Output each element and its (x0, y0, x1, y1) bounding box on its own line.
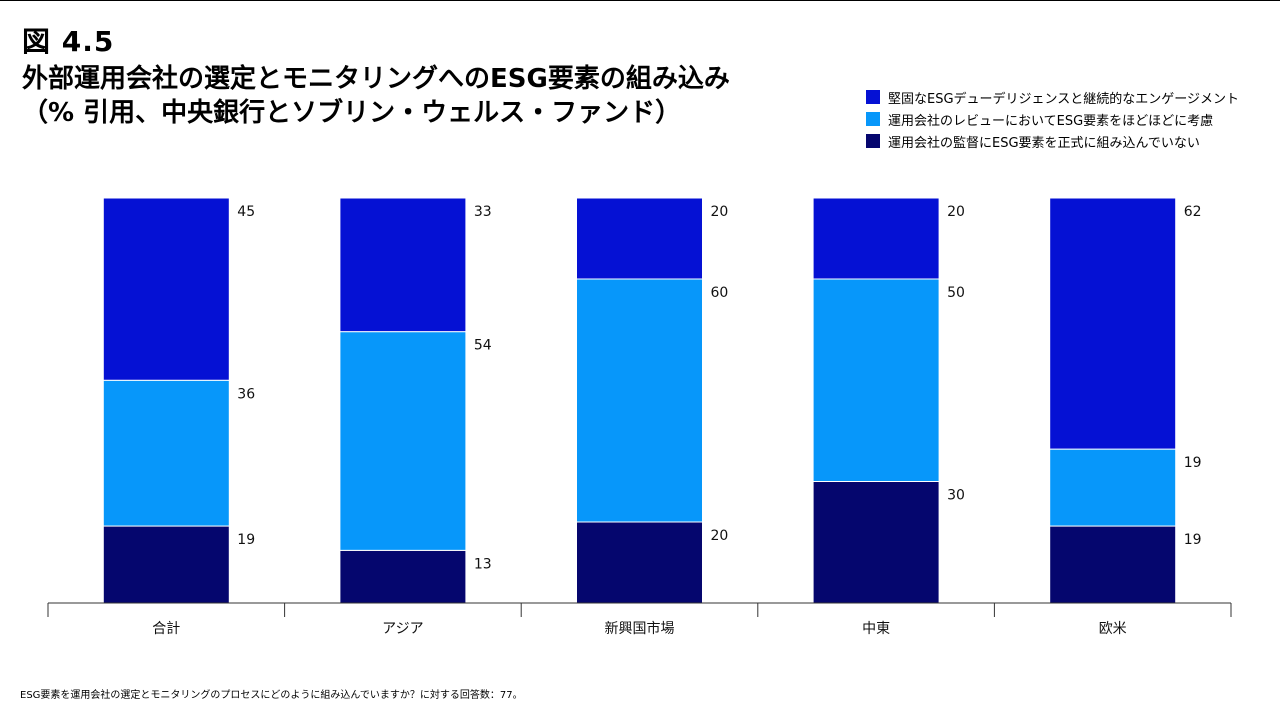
bar-segment (102, 379, 230, 527)
legend-swatch (866, 90, 880, 104)
bar-segment (339, 549, 467, 604)
x-tick-label: 合計 (152, 621, 180, 637)
bar-segment (812, 197, 940, 280)
figure-label: 図 4.5 (22, 25, 115, 58)
legend: 堅固なESGデューデリジェンスと継続的なエンゲージメント 運用会社のレビューにお… (866, 86, 1239, 152)
legend-label: 堅固なESGデューデリジェンスと継続的なエンゲージメント (888, 91, 1240, 107)
data-label: 20 (947, 204, 965, 220)
data-label: 60 (711, 285, 729, 301)
bar-segment (339, 197, 467, 333)
data-label: 45 (237, 204, 255, 220)
data-label: 19 (1184, 532, 1202, 548)
data-label: 13 (474, 556, 492, 572)
x-tick-label: 中東 (862, 621, 890, 637)
chart-title: 外部運用会社の選定とモニタリングへのESG要素の組み込み （% 引用、中央銀行と… (22, 62, 730, 130)
bar-segment (812, 278, 940, 482)
data-label: 19 (237, 532, 255, 548)
bar-segment (102, 525, 230, 604)
bar-segment (576, 521, 703, 604)
bar-segment (576, 278, 703, 523)
data-label: 50 (947, 285, 965, 301)
bar-segment (1049, 448, 1177, 527)
bar-segment (102, 197, 230, 381)
legend-label: 運用会社の監督にESG要素を正式に組み込んでいない (888, 135, 1200, 151)
x-tick-label: 新興国市場 (605, 620, 675, 637)
bar-segment (1049, 197, 1177, 450)
footnote: ESG要素を運用会社の選定とモニタリングのプロセスにどのように組み込んでいますか… (20, 690, 523, 701)
data-label: 33 (474, 204, 492, 220)
data-label: 54 (474, 338, 492, 354)
bar-segment (339, 331, 467, 551)
bar-segment (812, 481, 940, 604)
data-label: 20 (711, 204, 729, 220)
data-label: 20 (711, 528, 729, 544)
chart-title-line-2: （% 引用、中央銀行とソブリン・ウェルス・ファンド） (22, 98, 682, 128)
top-rule (0, 0, 1280, 1)
bar-segment (576, 197, 703, 280)
legend-item-robust: 堅固なESGデューデリジェンスと継続的なエンゲージメント (866, 86, 1239, 108)
data-label: 30 (947, 488, 965, 504)
legend-label: 運用会社のレビューにおいてESG要素をほどほどに考慮 (888, 113, 1214, 129)
data-label: 36 (237, 386, 255, 402)
data-label: 19 (1184, 455, 1202, 471)
x-tick-label: アジア (382, 621, 423, 637)
bar-segment (1049, 525, 1177, 604)
data-label: 62 (1184, 204, 1202, 220)
chart-title-line-1: 外部運用会社の選定とモニタリングへのESG要素の組み込み (22, 64, 730, 94)
x-tick-label: 欧米 (1099, 621, 1127, 637)
legend-swatch (866, 112, 880, 126)
legend-item-moderate: 運用会社のレビューにおいてESG要素をほどほどに考慮 (866, 108, 1239, 130)
legend-item-none: 運用会社の監督にESG要素を正式に組み込んでいない (866, 130, 1239, 152)
legend-swatch (866, 134, 880, 148)
